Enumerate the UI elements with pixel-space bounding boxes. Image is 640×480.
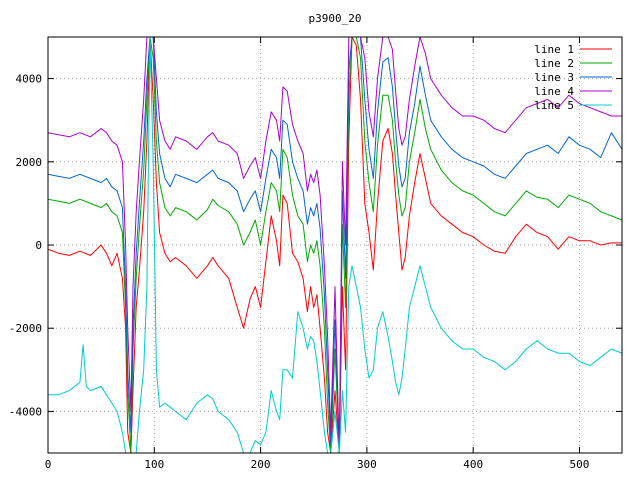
x-tick-label: 100 <box>144 458 164 471</box>
chart-title: p3900_20 <box>309 12 362 25</box>
x-tick-label: 0 <box>45 458 52 471</box>
y-tick-label: -4000 <box>9 405 42 418</box>
legend-label-1: line 1 <box>534 43 574 56</box>
series-line-1 <box>48 37 622 453</box>
y-tick-label: 4000 <box>16 73 43 86</box>
legend-label-5: line 5 <box>534 99 574 112</box>
ticks: 0 100 200 300 400 500 -4000 -2000 0 2000 4000 <box>9 37 622 471</box>
y-tick-label: -2000 <box>9 322 42 335</box>
series-line-4 <box>48 37 622 453</box>
legend-label-3: line 3 <box>534 71 574 84</box>
x-tick-label: 400 <box>463 458 483 471</box>
x-tick-label: 300 <box>357 458 377 471</box>
series-line-3 <box>48 37 622 453</box>
legend-label-4: line 4 <box>534 85 574 98</box>
series-group <box>48 37 622 453</box>
series-line-2 <box>48 37 622 453</box>
y-tick-label: 0 <box>35 239 42 252</box>
legend-label-2: line 2 <box>534 57 574 70</box>
x-tick-label: 500 <box>570 458 590 471</box>
series-line-5 <box>48 37 622 453</box>
y-tick-label: 2000 <box>16 156 43 169</box>
x-tick-label: 200 <box>251 458 271 471</box>
